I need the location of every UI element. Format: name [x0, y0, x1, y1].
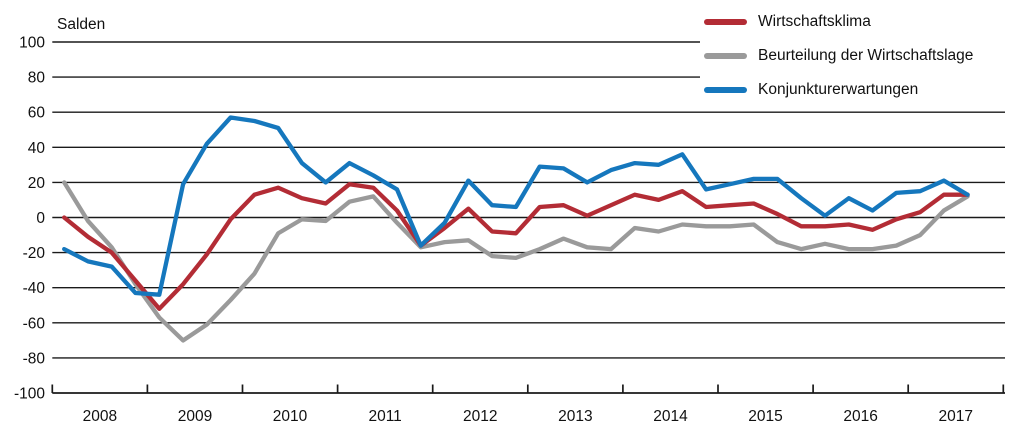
series-line-beurteilung-der-wirtschaftslage: [62, 180, 970, 343]
x-axis-year-label: 2008: [83, 408, 117, 425]
series-line-konjunkturerwartungen: [62, 115, 970, 297]
y-axis-tick-label: -60: [23, 315, 46, 332]
x-axis-year-label: 2016: [843, 408, 877, 425]
series-line-wirtschaftsklima: [62, 182, 970, 311]
y-axis-tick-label: 80: [28, 70, 46, 87]
legend-swatch-blue: [704, 87, 747, 93]
y-axis-tick-label: -40: [23, 280, 46, 297]
legend-item-konjunkturerwartungen: Konjunkturerwartungen: [704, 78, 1020, 102]
x-axis-year-label: 2013: [558, 408, 592, 425]
y-axis-tick-label: 20: [28, 175, 46, 192]
y-axis-title: Salden: [57, 16, 106, 33]
legend-item-wirtschaftsklima: Wirtschaftsklima: [704, 10, 1020, 34]
x-axis-year-label: 2014: [653, 408, 688, 425]
chart-legend: Wirtschaftsklima Beurteilung der Wirtsch…: [700, 8, 1020, 104]
legend-label: Konjunkturerwartungen: [758, 81, 919, 98]
y-axis-tick-label: 60: [28, 105, 46, 122]
x-axis-year-label: 2011: [368, 408, 401, 425]
x-axis-year-label: 2017: [939, 408, 973, 425]
legend-label: Wirtschaftsklima: [758, 13, 871, 30]
y-axis-tick-label: -100: [14, 386, 45, 403]
x-axis-year-label: 2012: [463, 408, 497, 425]
y-axis-tick-label: 0: [36, 210, 45, 227]
y-axis-tick-label: -20: [23, 245, 46, 262]
x-axis-year-label: 2009: [178, 408, 212, 425]
y-axis-tick-label: 40: [28, 140, 46, 157]
y-axis-tick-label: 100: [19, 35, 45, 52]
legend-swatch-gray: [704, 53, 747, 59]
x-axis-year-label: 2010: [273, 408, 308, 425]
legend-swatch-red: [704, 19, 747, 25]
legend-label: Beurteilung der Wirtschaftslage: [758, 47, 974, 64]
legend-item-beurteilung-der-wirtschaftslage: Beurteilung der Wirtschaftslage: [704, 44, 1020, 68]
x-axis-year-label: 2015: [748, 408, 782, 425]
y-axis-tick-label: -80: [23, 350, 46, 367]
